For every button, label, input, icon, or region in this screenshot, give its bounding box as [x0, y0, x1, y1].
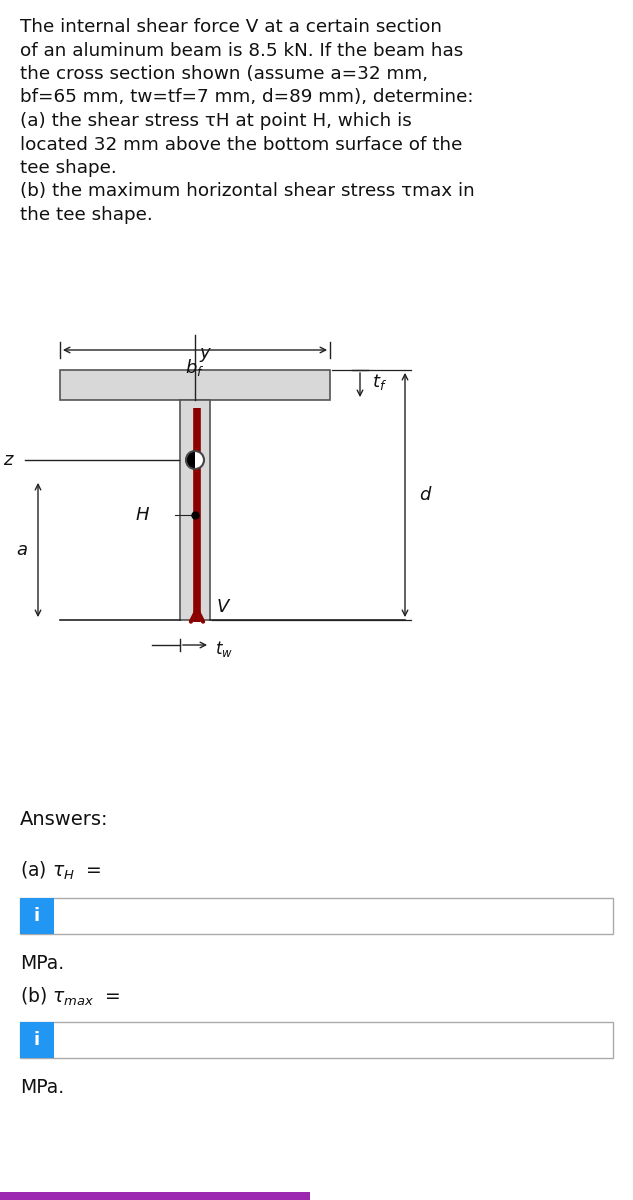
Text: $b_f$: $b_f$ — [185, 358, 204, 378]
Text: (a) the shear stress τH at point H, which is: (a) the shear stress τH at point H, whic… — [20, 112, 411, 130]
Text: i: i — [34, 1031, 40, 1049]
Text: (b) $\tau_{max}$  =: (b) $\tau_{max}$ = — [20, 986, 121, 1008]
Text: bf=65 mm, tw=tf=7 mm, d=89 mm), determine:: bf=65 mm, tw=tf=7 mm, d=89 mm), determin… — [20, 89, 473, 107]
Text: located 32 mm above the bottom surface of the: located 32 mm above the bottom surface o… — [20, 136, 462, 154]
Bar — [180, 400, 210, 620]
Bar — [20, 1022, 613, 1058]
Bar — [60, 370, 330, 400]
Text: the cross section shown (assume a=32 mm,: the cross section shown (assume a=32 mm, — [20, 65, 428, 83]
Text: $d$: $d$ — [419, 486, 432, 504]
Text: $H$: $H$ — [135, 506, 150, 524]
Text: $t_w$: $t_w$ — [215, 638, 233, 659]
Wedge shape — [195, 451, 204, 469]
Text: the tee shape.: the tee shape. — [20, 206, 153, 224]
Bar — [20, 1022, 54, 1058]
Text: (b) the maximum horizontal shear stress τmax in: (b) the maximum horizontal shear stress … — [20, 182, 475, 200]
Text: $z$: $z$ — [3, 451, 15, 469]
Text: MPa.: MPa. — [20, 954, 64, 973]
Bar — [20, 898, 613, 934]
Text: i: i — [34, 907, 40, 925]
Text: tee shape.: tee shape. — [20, 158, 116, 176]
Bar — [20, 898, 54, 934]
Text: $V$: $V$ — [216, 598, 231, 616]
Wedge shape — [186, 451, 195, 469]
Text: $t_f$: $t_f$ — [372, 372, 387, 392]
Text: MPa.: MPa. — [20, 1078, 64, 1097]
Text: Answers:: Answers: — [20, 810, 108, 829]
Text: The internal shear force V at a certain section: The internal shear force V at a certain … — [20, 18, 442, 36]
Text: of an aluminum beam is 8.5 kN. If the beam has: of an aluminum beam is 8.5 kN. If the be… — [20, 42, 463, 60]
Text: $a$: $a$ — [16, 541, 28, 559]
Text: (a) $\tau_H$  =: (a) $\tau_H$ = — [20, 860, 101, 882]
Text: $y$: $y$ — [199, 346, 212, 364]
Bar — [0, 1192, 310, 1200]
